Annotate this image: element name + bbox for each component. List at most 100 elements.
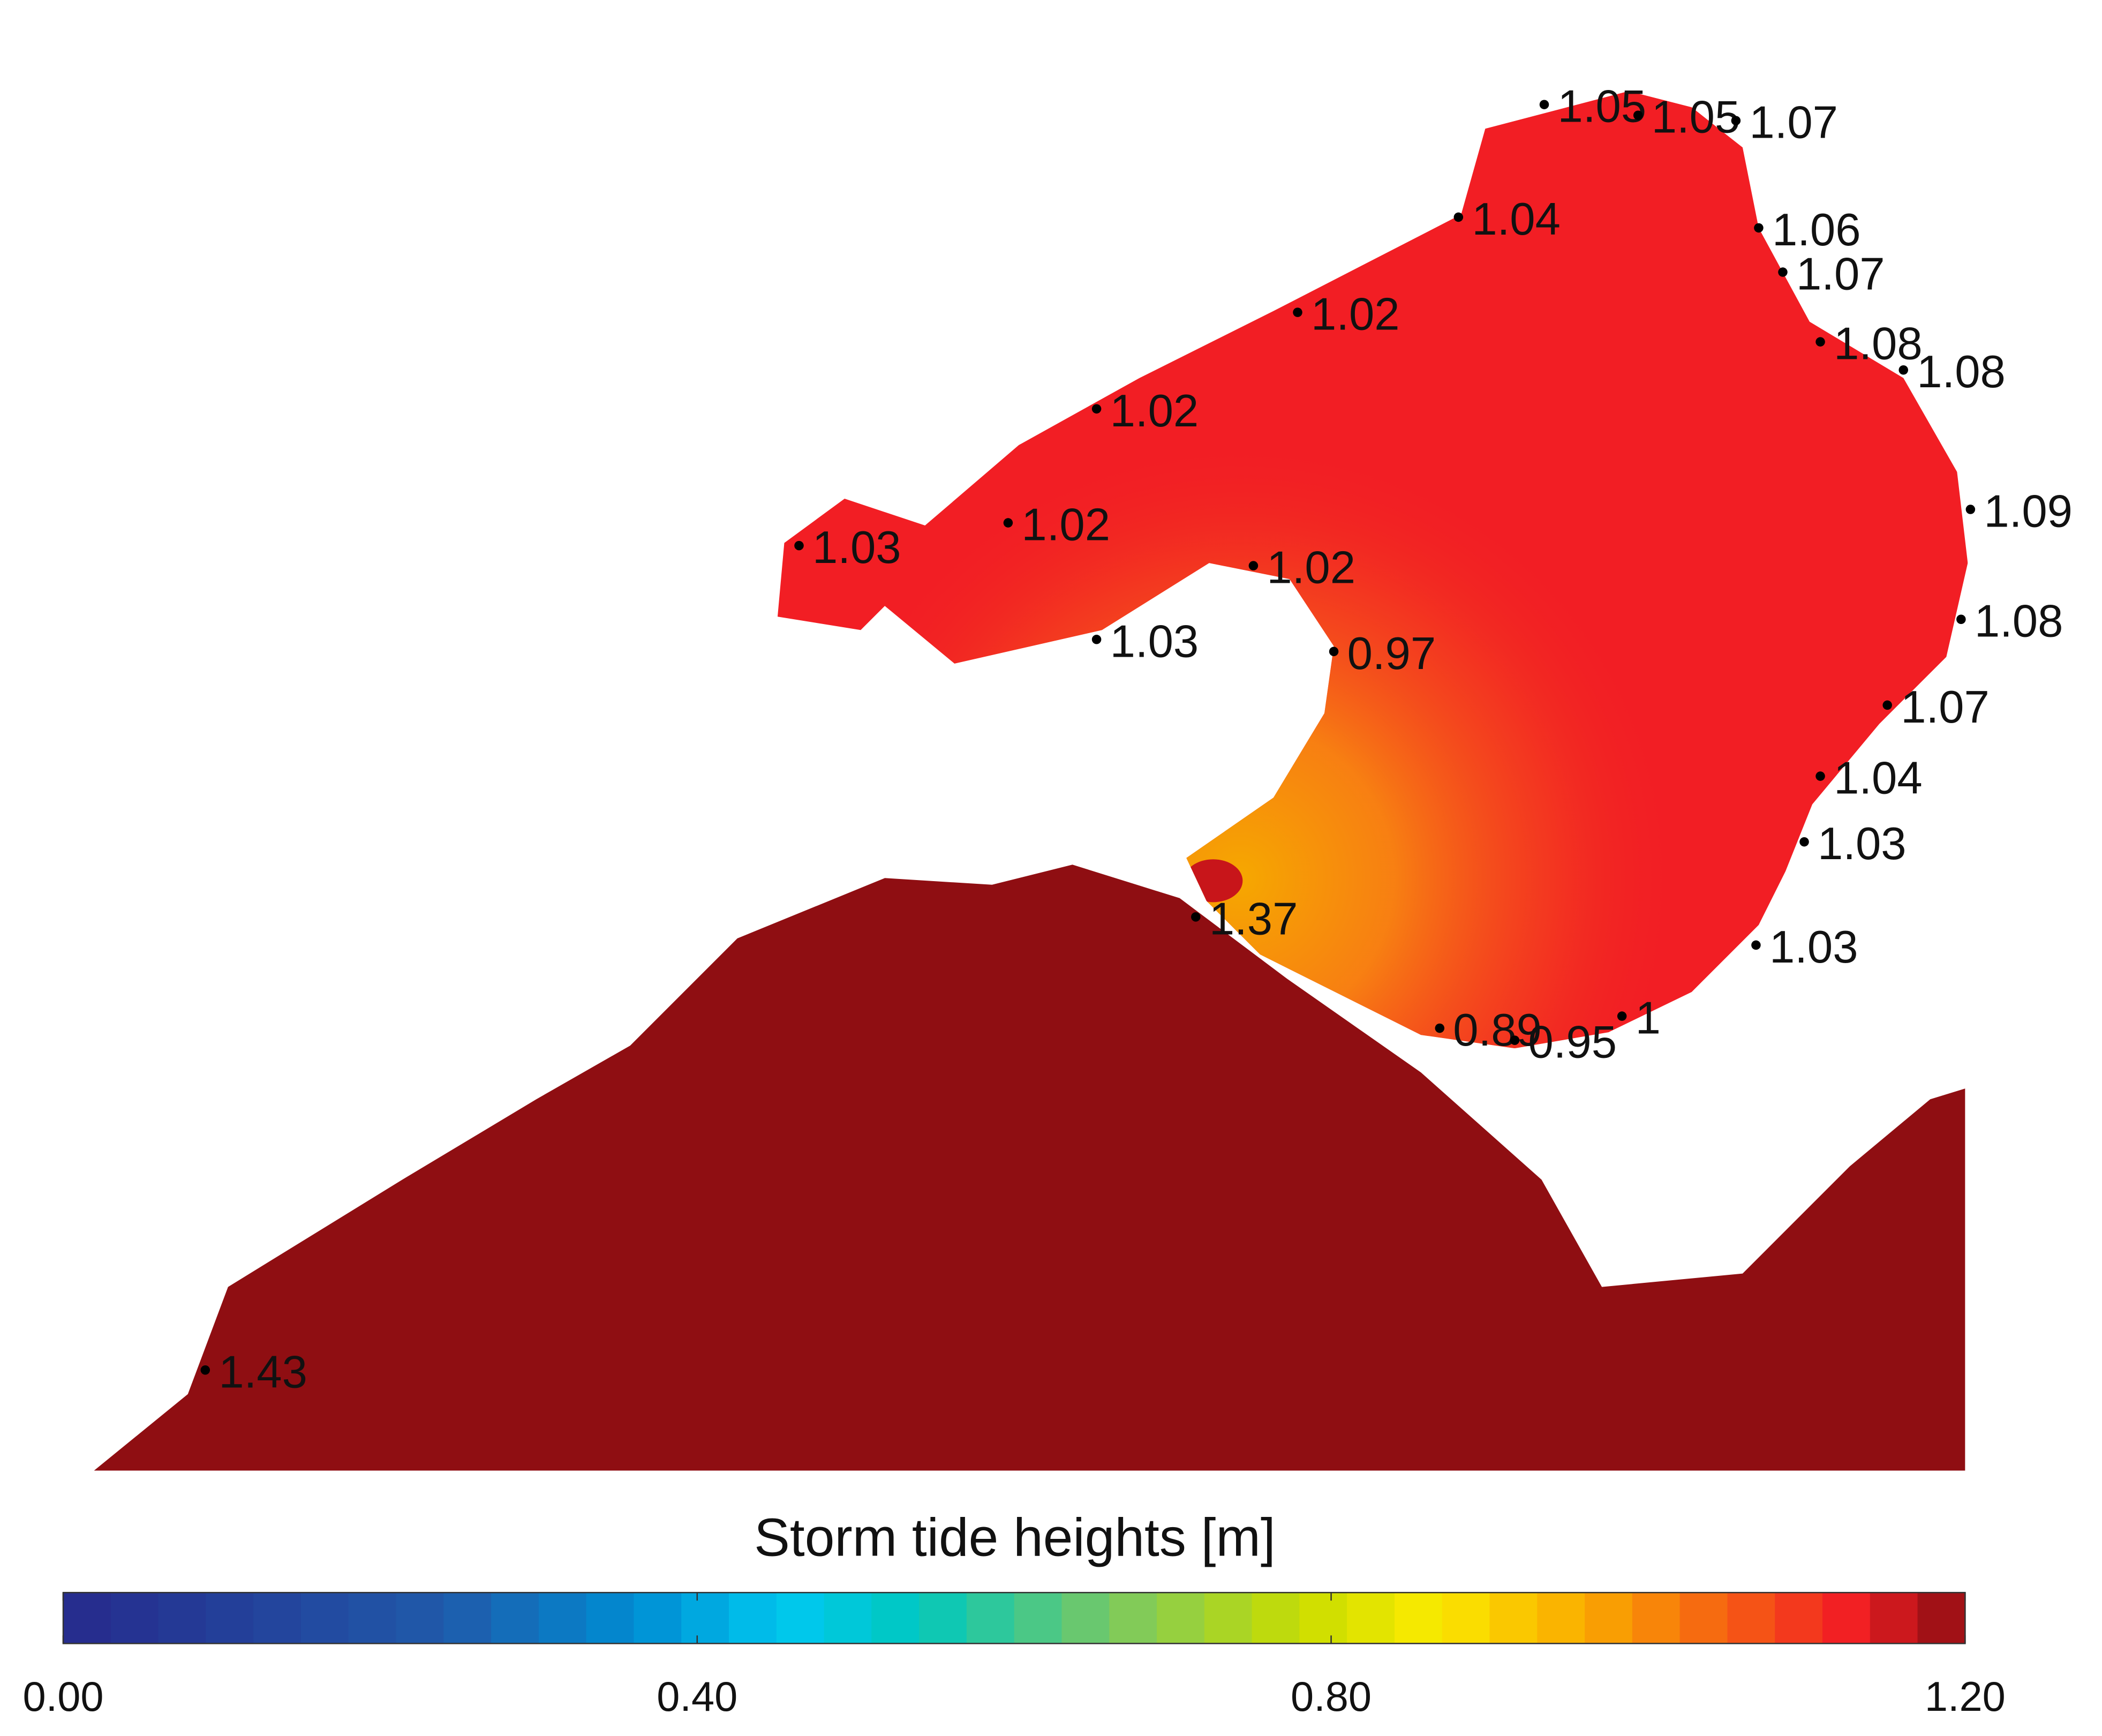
colorbar-swatch bbox=[634, 1592, 682, 1644]
station-label: 1.07 bbox=[1796, 249, 1885, 300]
station-dot bbox=[1453, 212, 1464, 222]
station-label: 1.09 bbox=[1984, 486, 2073, 537]
colorbar-tick-label: 1.20 bbox=[1925, 1674, 2006, 1720]
sea-region bbox=[94, 865, 1965, 1471]
station-label: 1.06 bbox=[1772, 205, 1861, 255]
colorbar-swatch bbox=[1727, 1592, 1776, 1644]
colorbar-swatch bbox=[110, 1592, 159, 1644]
colorbar-swatch bbox=[491, 1592, 540, 1644]
colorbar-tick-label: 0.80 bbox=[1291, 1674, 1372, 1720]
colorbar-tick-label: 0.00 bbox=[23, 1674, 104, 1720]
station-dot bbox=[1815, 337, 1825, 347]
station-dot bbox=[200, 1365, 210, 1375]
colorbar-swatch bbox=[1442, 1592, 1490, 1644]
colorbar-swatch bbox=[158, 1592, 207, 1644]
station-dot bbox=[1293, 307, 1302, 317]
station-dot bbox=[1191, 912, 1201, 922]
station-label: 1.08 bbox=[1834, 319, 1923, 370]
station-dot bbox=[1754, 223, 1764, 233]
colorbar-swatch bbox=[1394, 1592, 1443, 1644]
colorbar-swatch bbox=[1061, 1592, 1110, 1644]
colorbar-swatch bbox=[443, 1592, 492, 1644]
colorbar-swatch bbox=[919, 1592, 968, 1644]
colorbar-swatch bbox=[1109, 1592, 1158, 1644]
station-dot bbox=[1898, 365, 1908, 375]
station-dot bbox=[1435, 1023, 1445, 1033]
station-dot bbox=[1965, 505, 1976, 514]
colorbar-swatch bbox=[1204, 1592, 1253, 1644]
colorbar-swatch bbox=[206, 1592, 254, 1644]
station-label: 0.89 bbox=[1453, 1005, 1542, 1056]
colorbar-title: Storm tide heights [m] bbox=[754, 1508, 1276, 1568]
station-label: 1.02 bbox=[1311, 289, 1400, 340]
station-label: 1.37 bbox=[1209, 893, 1298, 944]
colorbar-swatch bbox=[1585, 1592, 1633, 1644]
colorbar-swatch bbox=[966, 1592, 1015, 1644]
colorbar-swatch bbox=[681, 1592, 730, 1644]
station-label: 1.03 bbox=[812, 522, 901, 573]
station-dot bbox=[1248, 561, 1259, 570]
colorbar-swatch bbox=[300, 1592, 349, 1644]
station-label: 1.04 bbox=[1472, 194, 1561, 245]
station-label: 1.03 bbox=[1818, 818, 1907, 869]
station-dot bbox=[1633, 110, 1643, 120]
colorbar-swatch bbox=[776, 1592, 825, 1644]
station-dot bbox=[1539, 100, 1549, 109]
station-dot bbox=[1329, 647, 1339, 657]
station-label: 1.04 bbox=[1834, 753, 1923, 804]
station-dot bbox=[1956, 614, 1966, 625]
station-label: 1.05 bbox=[1652, 92, 1741, 143]
station-dot bbox=[1799, 837, 1809, 847]
station-label: 1.02 bbox=[1267, 543, 1355, 593]
colorbar-swatch bbox=[871, 1592, 920, 1644]
colorbar-swatch bbox=[1917, 1592, 1966, 1644]
colorbar-swatch bbox=[1489, 1592, 1538, 1644]
colorbar-swatch bbox=[348, 1592, 397, 1644]
station-label: 1.43 bbox=[219, 1347, 307, 1397]
station-dot bbox=[1778, 267, 1788, 277]
station-dot bbox=[1751, 940, 1761, 950]
stations: 1.05 1.05 1.071.04 1.061.071.021.081.081.02… bbox=[200, 81, 2073, 1397]
station-dot bbox=[1091, 635, 1102, 644]
station-dot bbox=[1003, 518, 1013, 528]
station-label: 0.95 bbox=[1528, 1017, 1617, 1068]
station-label: 1.07 bbox=[1749, 97, 1838, 148]
station-dot bbox=[1091, 404, 1102, 414]
colorbar-swatch bbox=[1537, 1592, 1586, 1644]
station-label: 1.02 bbox=[1021, 500, 1110, 551]
colorbar-swatch bbox=[1632, 1592, 1681, 1644]
colorbar-swatch bbox=[1014, 1592, 1063, 1644]
colorbar-swatch bbox=[396, 1592, 444, 1644]
colorbar-swatch bbox=[538, 1592, 587, 1644]
station-label: 1.05 bbox=[1558, 81, 1647, 132]
colorbar-tick-label: 0.40 bbox=[657, 1674, 737, 1720]
station-label: 1.08 bbox=[1917, 347, 2006, 397]
colorbar-swatch bbox=[824, 1592, 872, 1644]
colorbar-swatch bbox=[253, 1592, 302, 1644]
station-dot bbox=[1731, 116, 1741, 126]
station-label: 1.03 bbox=[1110, 616, 1199, 667]
station-dot bbox=[1882, 700, 1892, 710]
station-label: 1.03 bbox=[1769, 922, 1858, 973]
station-label: 0.97 bbox=[1347, 628, 1436, 679]
colorbar-swatch bbox=[63, 1592, 112, 1644]
station-label: 1.07 bbox=[1901, 682, 1990, 733]
station-label: 1 bbox=[1636, 993, 1661, 1044]
colorbar-swatch bbox=[586, 1592, 635, 1644]
colorbar-swatch bbox=[1679, 1592, 1728, 1644]
colorbar: 0.00 0.40 0.80 1.20 bbox=[23, 1591, 2006, 1720]
colorbar-frame bbox=[62, 1591, 1966, 1644]
station-dot bbox=[1617, 1011, 1627, 1021]
station-dot bbox=[1815, 771, 1825, 781]
station-dot bbox=[794, 540, 804, 551]
colorbar-swatch bbox=[1822, 1592, 1871, 1644]
colorbar-swatch bbox=[728, 1592, 778, 1644]
station-label: 1.08 bbox=[1975, 596, 2063, 647]
colorbar-swatch bbox=[1299, 1592, 1348, 1644]
colorbar-swatch bbox=[1870, 1592, 1918, 1644]
colorbar-swatch bbox=[1775, 1592, 1824, 1644]
station-label: 1.02 bbox=[1110, 386, 1199, 437]
colorbar-swatch bbox=[1347, 1592, 1396, 1644]
